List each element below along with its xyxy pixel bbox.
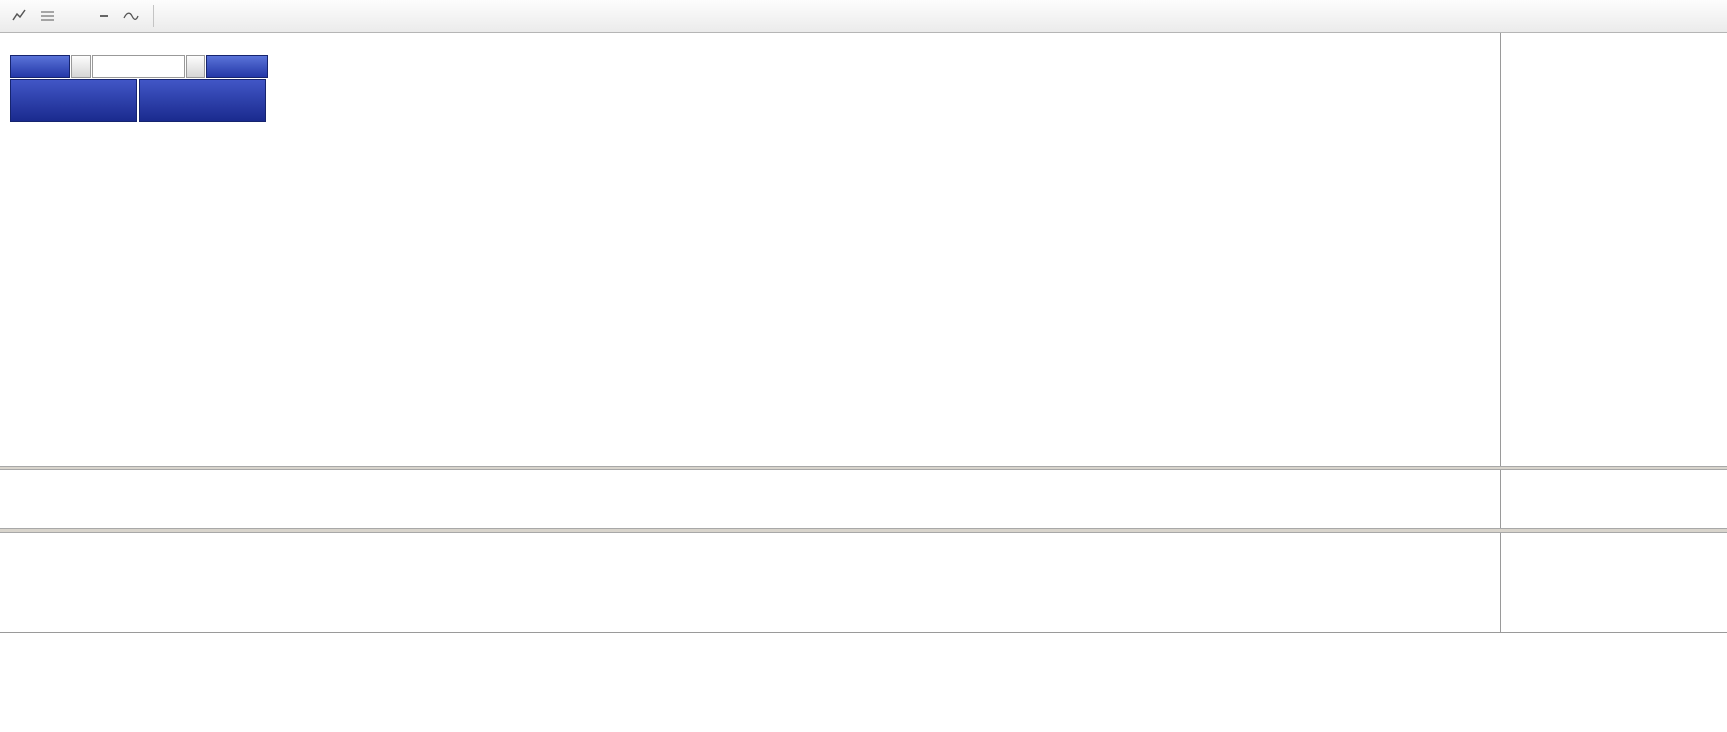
grid-tool-icon[interactable]: [35, 4, 61, 28]
volume-dropdown-button[interactable]: [70, 55, 91, 78]
label-tool-label: [100, 15, 108, 17]
macd-chart[interactable]: [0, 470, 1500, 528]
panel-divider[interactable]: [0, 466, 1727, 470]
shapes-tool-icon[interactable]: [119, 4, 145, 28]
macd-axis[interactable]: [1500, 470, 1727, 528]
toolbar: [0, 0, 1727, 33]
time-axis[interactable]: [0, 634, 1727, 662]
rsi-panel[interactable]: [0, 533, 1500, 633]
macd-panel[interactable]: [0, 470, 1500, 528]
volume-up-button[interactable]: [185, 55, 206, 78]
rsi-axis[interactable]: [1500, 533, 1727, 633]
buy-price-display[interactable]: [139, 79, 266, 122]
toolbar-separator: [153, 5, 154, 27]
one-click-trading-widget: [10, 55, 269, 122]
main-chart-panel[interactable]: [0, 33, 1500, 466]
price-axis[interactable]: [1500, 33, 1727, 466]
text-tool-icon[interactable]: [63, 4, 89, 28]
chart-tool-icon[interactable]: [7, 4, 33, 28]
label-tool-icon[interactable]: [91, 4, 117, 28]
panel-divider[interactable]: [0, 528, 1727, 533]
sell-price-display[interactable]: [10, 79, 137, 122]
buy-button[interactable]: [206, 55, 269, 78]
sell-button[interactable]: [10, 55, 70, 78]
volume-input[interactable]: [91, 55, 185, 78]
rsi-chart[interactable]: [0, 533, 1500, 633]
